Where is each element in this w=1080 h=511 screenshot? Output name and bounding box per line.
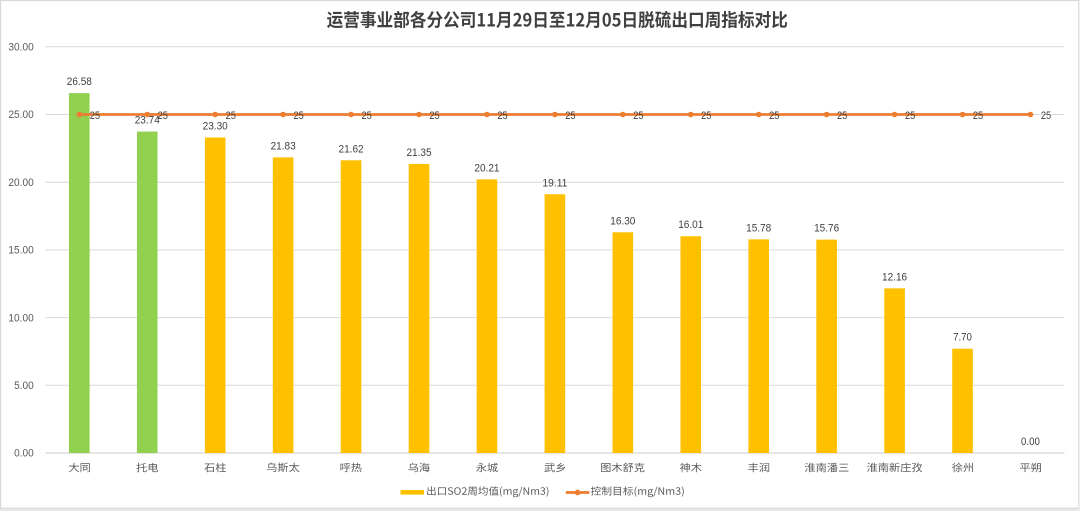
svg-text:25: 25 [1041,110,1051,122]
svg-text:0.00: 0.00 [1021,436,1040,448]
svg-text:25: 25 [294,110,304,122]
svg-text:25: 25 [429,110,439,122]
svg-text:23.30: 23.30 [203,121,228,133]
svg-text:10.00: 10.00 [8,312,33,324]
svg-text:25: 25 [837,110,847,122]
svg-text:25: 25 [497,110,507,122]
svg-text:25: 25 [769,110,779,122]
svg-text:30.00: 30.00 [8,42,33,54]
svg-text:19.11: 19.11 [542,177,567,189]
svg-text:25: 25 [361,110,371,122]
svg-text:25: 25 [565,110,575,122]
svg-text:15.00: 15.00 [8,245,33,257]
svg-text:23.74: 23.74 [135,115,160,127]
svg-text:25: 25 [905,110,915,122]
svg-text:25: 25 [633,110,643,122]
svg-text:21.35: 21.35 [406,147,431,159]
svg-text:16.01: 16.01 [678,219,703,231]
svg-text:15.76: 15.76 [814,223,839,235]
svg-text:21.83: 21.83 [271,140,296,152]
svg-text:12.16: 12.16 [882,271,907,283]
svg-text:25: 25 [158,110,168,122]
svg-text:25: 25 [973,110,983,122]
svg-text:25: 25 [90,110,100,122]
svg-text:5.00: 5.00 [14,380,34,392]
svg-text:7.70: 7.70 [953,332,972,344]
svg-text:0.00: 0.00 [14,448,34,460]
svg-text:16.30: 16.30 [610,215,635,227]
svg-text:20.21: 20.21 [474,162,499,174]
svg-text:25: 25 [701,110,711,122]
svg-text:25.00: 25.00 [8,109,33,121]
svg-text:20.00: 20.00 [8,177,33,189]
svg-text:21.62: 21.62 [339,143,364,155]
svg-text:15.78: 15.78 [746,222,771,234]
svg-text:25: 25 [226,110,236,122]
svg-text:26.58: 26.58 [67,76,92,88]
